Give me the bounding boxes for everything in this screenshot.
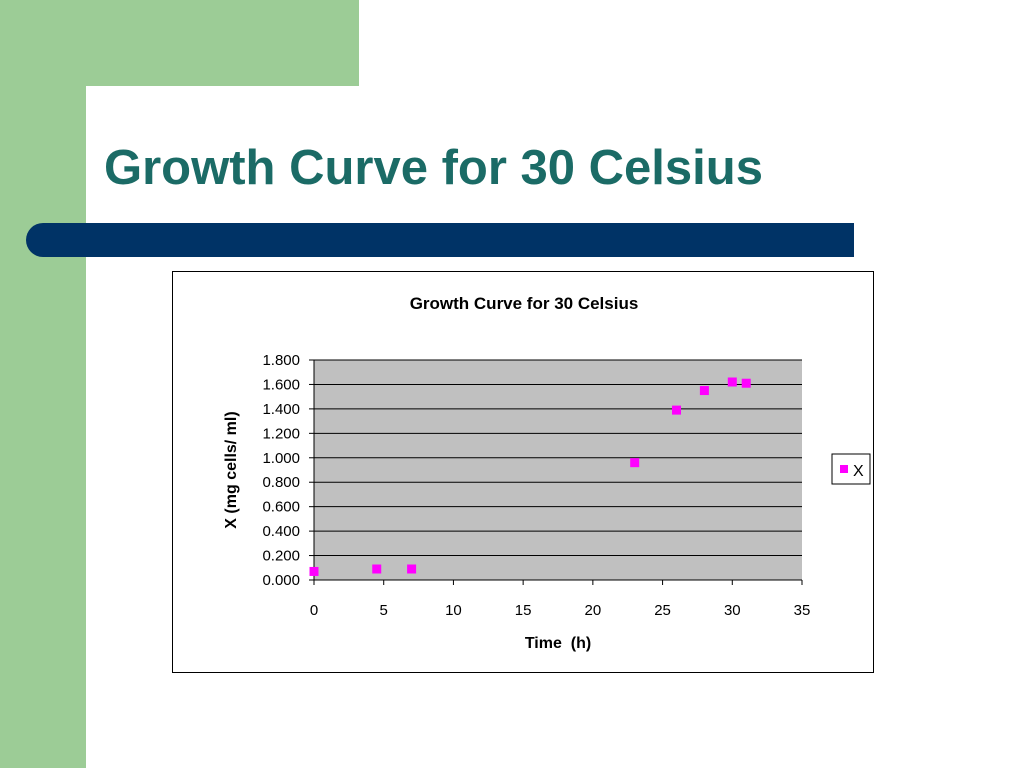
y-tick-label: 1.000	[262, 450, 300, 467]
data-point	[309, 566, 319, 576]
data-point	[699, 386, 709, 396]
y-axis-label: X (mg cells/ ml)	[223, 411, 240, 528]
plot-background	[314, 360, 802, 580]
x-tick-label: 0	[310, 602, 318, 619]
y-tick-label: 1.200	[262, 425, 300, 442]
top-accent-band	[0, 0, 359, 86]
content-corner	[86, 86, 146, 146]
x-tick-label: 5	[380, 602, 388, 619]
x-tick-label: 15	[515, 602, 532, 619]
x-tick-label: 25	[654, 602, 671, 619]
chart-frame: Growth Curve for 30 Celsius Time (h) X (…	[172, 271, 874, 673]
slide-title: Growth Curve for 30 Celsius	[104, 141, 763, 195]
y-tick-label: 0.400	[262, 523, 300, 540]
plot-area: 0.000 0.200 0.400 0.600 0.800 1.000 1.200 1.400…	[262, 352, 810, 619]
y-tick-label: 0.200	[262, 548, 300, 565]
x-tick-label: 20	[585, 602, 602, 619]
y-tick-label: 0.000	[262, 572, 300, 589]
data-point	[630, 458, 640, 468]
chart-title: Growth Curve for 30 Celsius	[410, 294, 639, 313]
data-point	[372, 564, 382, 574]
growth-curve-chart: Growth Curve for 30 Celsius Time (h) X (…	[223, 294, 871, 652]
legend-label-x: X	[853, 463, 864, 480]
chart-legend: X	[831, 453, 871, 485]
x-tick-label: 30	[724, 602, 741, 619]
legend-box	[831, 453, 871, 485]
x-tick-label: 10	[445, 602, 462, 619]
y-tick-label: 0.800	[262, 474, 300, 491]
y-tick-label: 1.800	[262, 352, 300, 369]
y-tick-label: 1.400	[262, 401, 300, 418]
left-accent-band	[0, 0, 86, 768]
data-point	[672, 405, 682, 415]
y-tick-label: 1.600	[262, 376, 300, 393]
title-divider-bar	[26, 223, 854, 257]
data-point	[727, 377, 737, 387]
legend-marker-x	[840, 465, 848, 473]
x-axis-label: Time (h)	[525, 635, 591, 652]
y-tick-label: 0.600	[262, 499, 300, 516]
data-point	[407, 564, 417, 574]
x-tick-label: 35	[794, 602, 811, 619]
data-point	[741, 378, 751, 388]
